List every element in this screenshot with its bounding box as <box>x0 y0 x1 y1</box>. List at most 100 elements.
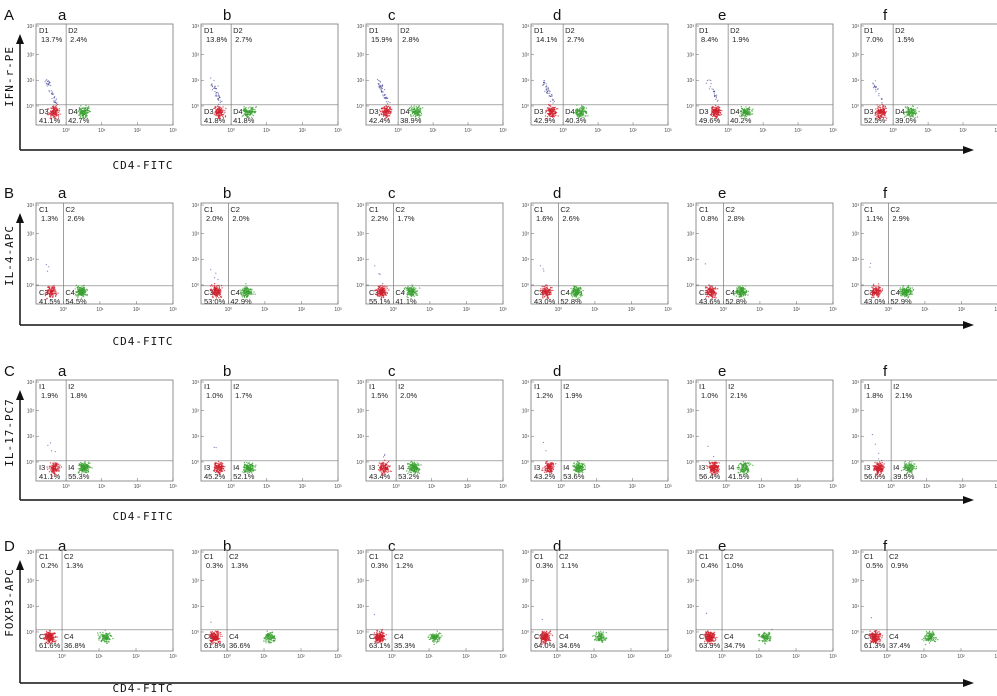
data-point-positive <box>85 104 87 107</box>
data-point-positive <box>737 293 739 295</box>
data-point-negative <box>387 470 390 472</box>
data-point-negative <box>548 293 550 296</box>
y-tick-label: 10³ <box>852 24 860 30</box>
data-point-positive <box>414 289 416 292</box>
data-point-positive <box>84 108 86 110</box>
data-point-negative <box>544 465 546 468</box>
data-point-negative <box>549 108 551 111</box>
data-point-negative <box>550 462 553 464</box>
data-point-q1 <box>546 90 548 92</box>
data-point-positive <box>580 291 582 293</box>
data-point-negative <box>378 293 381 295</box>
quadrant-value: 1.3% <box>41 214 58 223</box>
quadrant-name: I4 <box>68 463 74 472</box>
sample-label: d <box>553 185 561 202</box>
data-point-positive <box>244 111 246 113</box>
data-point-negative <box>544 110 547 112</box>
data-point-negative <box>54 114 57 116</box>
sample-label: c <box>388 363 396 380</box>
data-point-positive <box>79 469 81 471</box>
data-point-negative <box>47 288 50 291</box>
y-tick-label: 10³ <box>27 203 35 209</box>
data-point-negative <box>219 114 221 116</box>
y-tick-label: 10¹ <box>192 78 200 84</box>
data-point-positive <box>86 117 89 120</box>
data-point-negative <box>553 113 555 116</box>
data-point-positive <box>87 107 89 109</box>
data-point-positive <box>417 109 420 111</box>
data-point-negative <box>219 110 222 112</box>
data-point-negative <box>51 296 54 298</box>
data-point-positive <box>410 463 412 466</box>
y-tick-label: 10⁰ <box>26 283 34 289</box>
quadrant-name: D4 <box>730 107 740 116</box>
x-tick-label: 10⁰ <box>225 307 233 313</box>
data-point-positive <box>82 464 84 466</box>
data-point-positive <box>250 465 252 468</box>
data-point-positive <box>734 291 736 293</box>
data-point-positive <box>77 287 79 290</box>
quadrant-value: 43.0% <box>864 297 886 306</box>
quadrant-value: 1.1% <box>866 214 883 223</box>
data-point-positive <box>907 290 909 292</box>
data-point-negative <box>54 467 57 469</box>
data-point-negative <box>52 113 54 115</box>
data-point-positive <box>409 290 411 292</box>
quadrant-value: 53.6% <box>563 472 585 481</box>
data-point-negative <box>385 294 387 296</box>
data-point-negative <box>378 462 381 464</box>
data-point-positive <box>251 464 253 466</box>
data-point-negative <box>710 293 712 295</box>
data-point-positive <box>743 293 746 295</box>
data-point-negative <box>717 105 720 108</box>
data-point-negative <box>717 109 719 111</box>
data-point-negative <box>48 465 51 467</box>
data-point-negative <box>877 286 879 288</box>
data-point-negative <box>714 115 717 118</box>
data-point-negative <box>387 105 389 108</box>
y-axis-label: IL-4-APC <box>3 225 16 286</box>
quadrant-name: D3 <box>864 107 874 116</box>
x-tick-label: 10⁰ <box>559 128 567 134</box>
data-point-positive <box>738 296 740 298</box>
data-point-q1 <box>53 101 55 103</box>
data-point-positive <box>417 464 419 466</box>
data-point-negative <box>549 112 551 114</box>
data-point-positive <box>915 110 917 112</box>
data-point-negative <box>58 466 60 469</box>
quadrant-name: D3 <box>39 107 49 116</box>
data-point-negative <box>217 463 220 465</box>
data-point-positive <box>580 110 582 113</box>
plot-a-f: f10⁰10¹10²10³10⁰10¹10²10³D17.0%D21.5%D35… <box>851 7 997 134</box>
data-point-negative <box>382 462 385 464</box>
data-point-negative <box>380 290 382 292</box>
data-point-negative <box>878 294 881 296</box>
data-point-positive <box>82 295 85 298</box>
x-tick-label: 10³ <box>334 484 342 490</box>
data-point-positive <box>905 294 907 296</box>
data-point-positive <box>741 289 743 292</box>
data-point-negative <box>55 112 57 114</box>
data-point-negative <box>381 110 384 112</box>
data-point-q1 <box>47 444 49 446</box>
data-point-negative <box>213 282 216 285</box>
data-point-negative <box>213 466 216 469</box>
data-point-positive <box>914 108 917 111</box>
data-point-positive <box>412 108 415 111</box>
data-point-q1 <box>374 265 376 267</box>
data-point-positive <box>407 286 409 288</box>
data-point-positive <box>575 289 578 291</box>
data-point-positive <box>741 288 744 290</box>
data-point-positive <box>244 294 247 296</box>
data-point-positive <box>910 293 912 296</box>
data-point-negative <box>55 118 57 120</box>
quadrant-value: 42.9% <box>230 297 252 306</box>
data-point-positive <box>900 293 902 295</box>
data-point-positive <box>84 462 87 465</box>
sample-label: e <box>718 7 726 24</box>
data-point-positive <box>415 105 417 108</box>
data-point-positive <box>254 111 256 113</box>
data-point-negative <box>881 114 883 116</box>
